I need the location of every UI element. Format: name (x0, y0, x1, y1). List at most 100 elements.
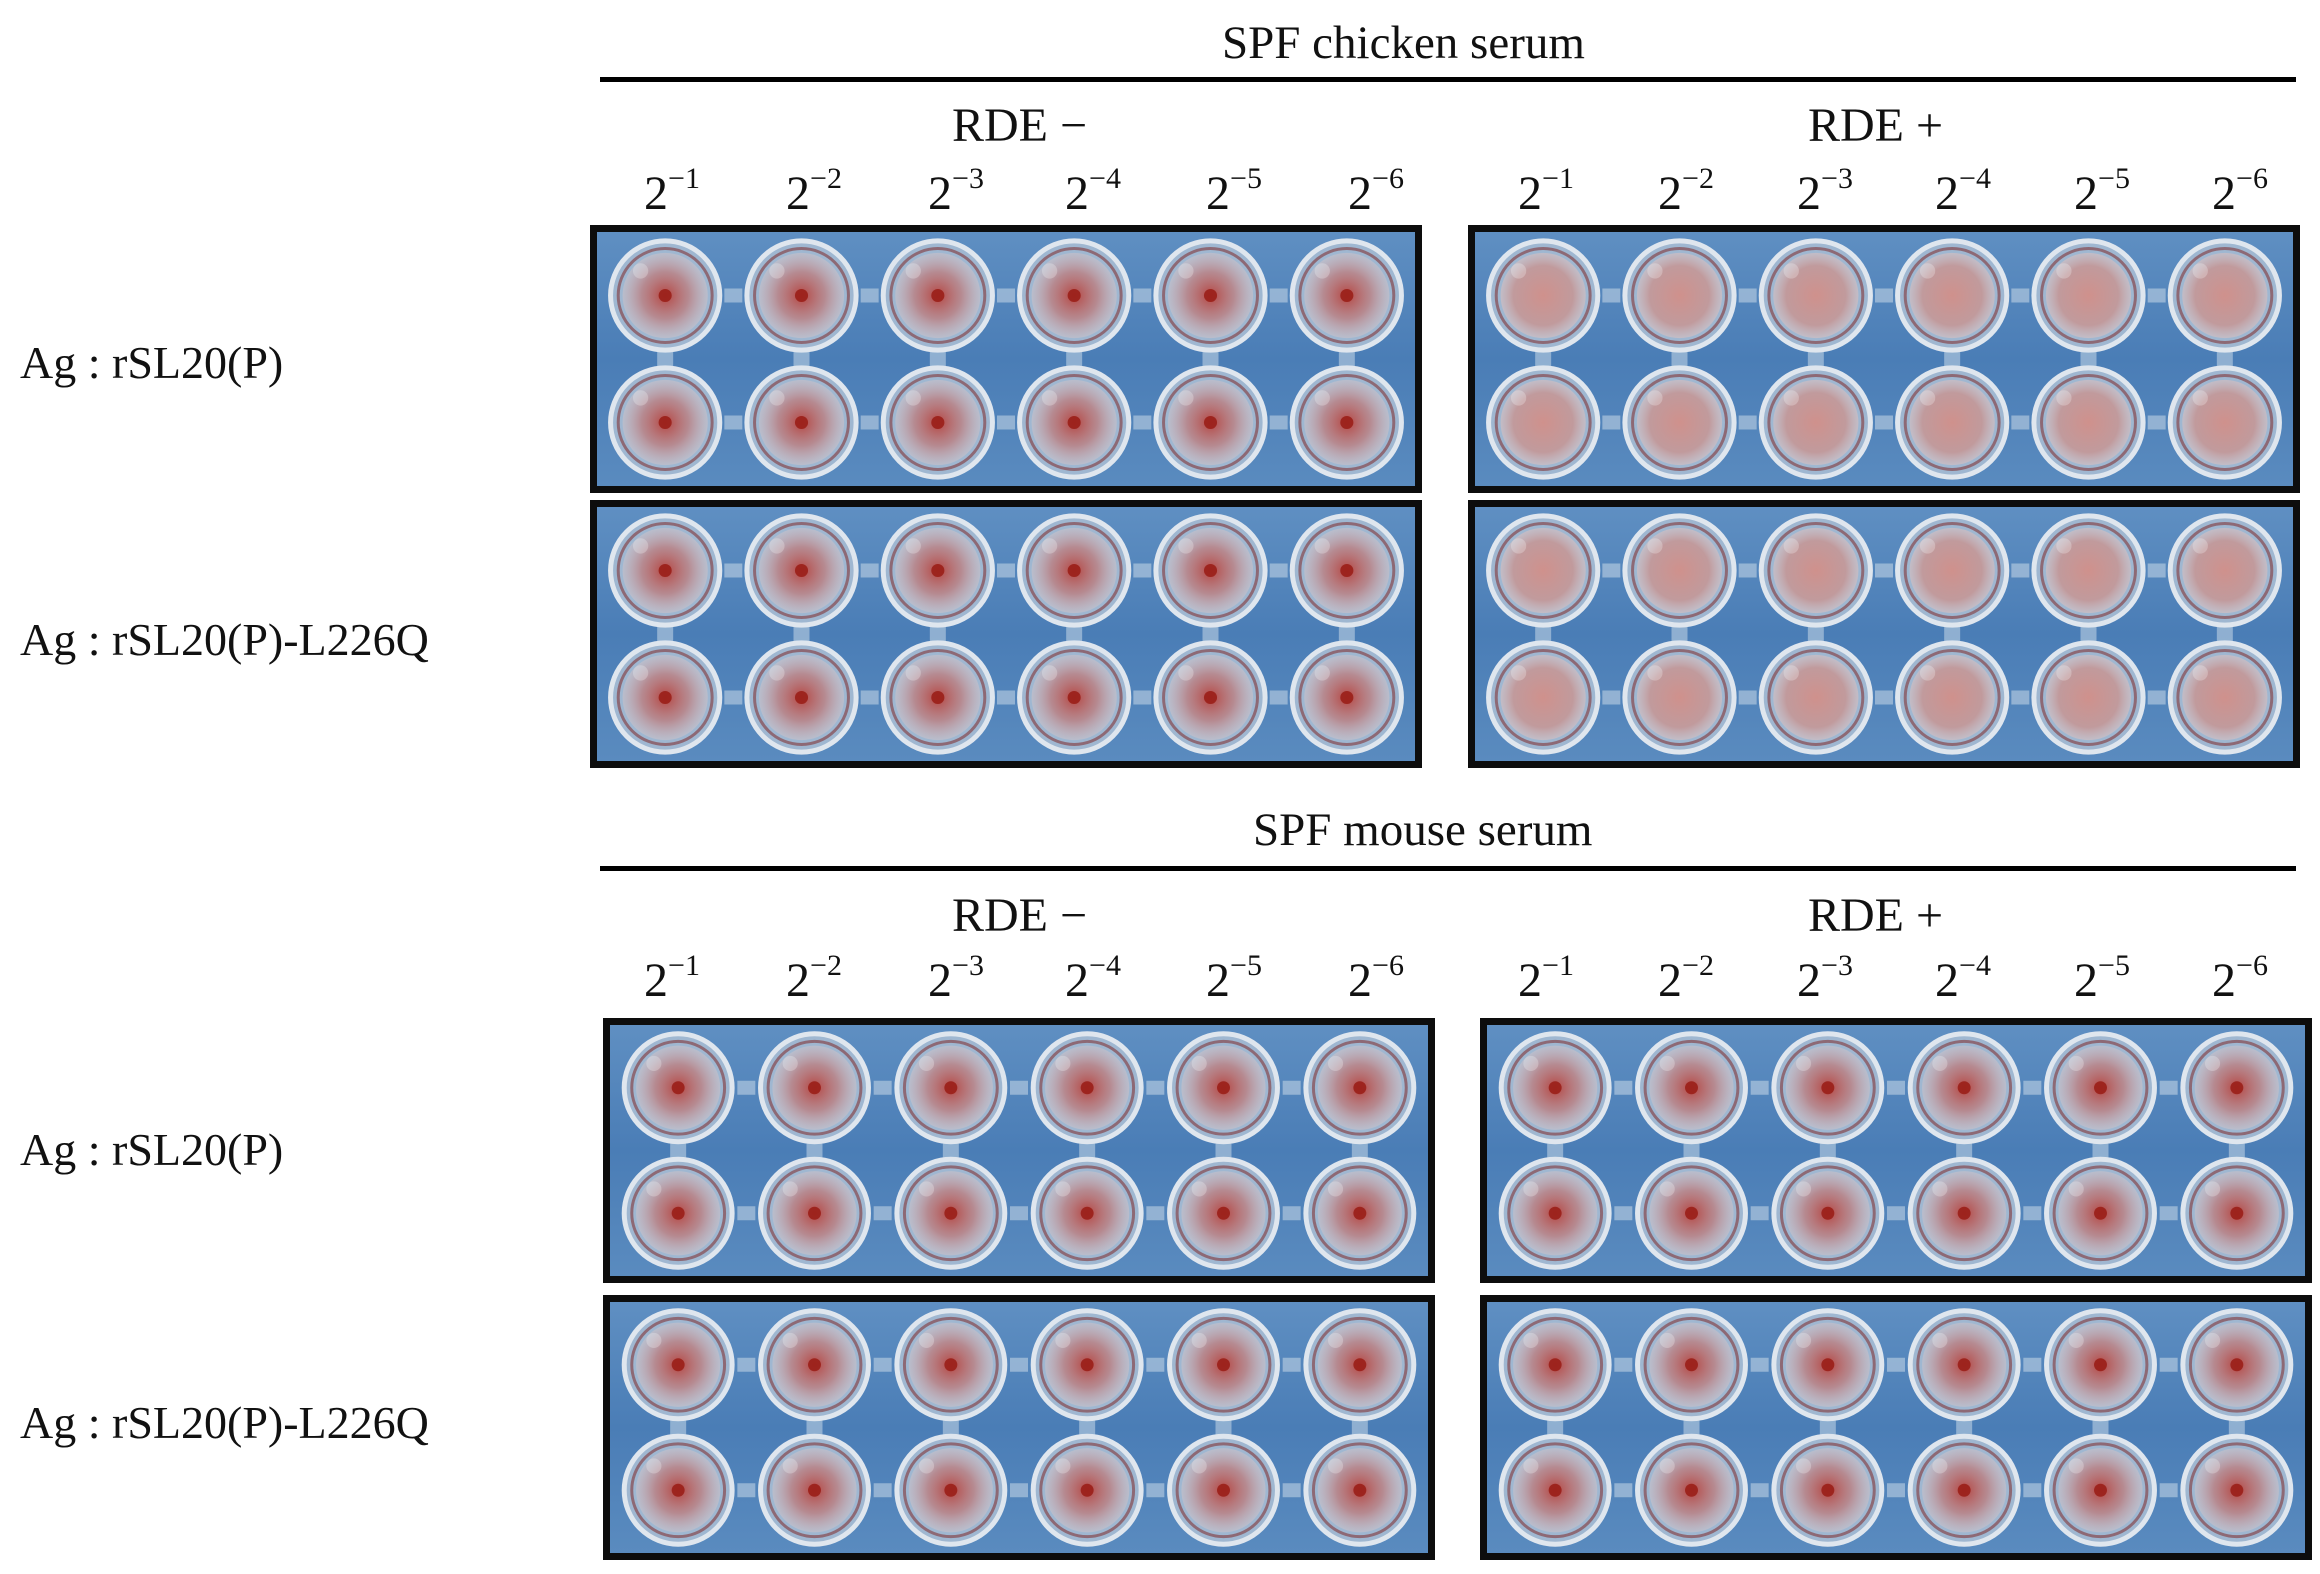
dilution-label: 2−2 (786, 949, 842, 1007)
section-title-mouse: SPF mouse serum (1253, 804, 1593, 856)
plate-well (758, 1433, 871, 1547)
plate-well (894, 1433, 1008, 1547)
plate-well (744, 513, 859, 628)
plate-well (1758, 238, 1873, 353)
plate-well (608, 365, 723, 480)
dilution-label: 2−4 (1065, 949, 1121, 1007)
plate-wells (1486, 238, 2282, 480)
plate-well (1289, 238, 1404, 353)
dilution-label: 2−4 (1935, 162, 1991, 220)
plate-well (1622, 365, 1737, 480)
dilution-label: 2−6 (1348, 162, 1404, 220)
plate-well (894, 1156, 1008, 1270)
plate-well (880, 640, 995, 755)
plate-well (1017, 365, 1132, 480)
plate-well (1622, 640, 1737, 755)
plate-well (1771, 1031, 1885, 1145)
plate-well (2167, 640, 2282, 755)
dilution-label: 2−1 (1518, 162, 1574, 220)
plate-well (1030, 1156, 1144, 1270)
plate-well (1303, 1031, 1417, 1145)
plate-well (1017, 513, 1132, 628)
plate-well (1486, 238, 1601, 353)
plate-well (1771, 1308, 1885, 1422)
plate-wells (1498, 1031, 2294, 1270)
plate-well (1895, 365, 2010, 480)
dilution-label: 2−5 (1206, 949, 1262, 1007)
row-label-antigen-rsl20p-chicken: Ag : rSL20(P) (20, 337, 284, 388)
plate-well (1622, 238, 1737, 353)
plate-well (1017, 640, 1132, 755)
plate-well (758, 1308, 871, 1422)
dilution-label: 2−2 (1658, 949, 1714, 1007)
plate-well (1635, 1156, 1748, 1270)
plate-well (1153, 365, 1268, 480)
plate-well (758, 1031, 871, 1145)
plate-well (744, 238, 859, 353)
dilution-label: 2−5 (1206, 162, 1262, 220)
plate-well (1895, 238, 2010, 353)
plate-panel (1480, 1018, 2312, 1283)
dilution-label: 2−1 (1518, 949, 1574, 1007)
plate-well (2031, 640, 2146, 755)
plate-well (1167, 1433, 1280, 1547)
plate-well (1758, 640, 1873, 755)
plate-well (1030, 1433, 1144, 1547)
plate-panel (603, 1018, 1435, 1283)
plate-well (2031, 513, 2146, 628)
plate-well (1486, 640, 1601, 755)
plate-well (880, 365, 995, 480)
plate-panel (1468, 225, 2300, 493)
dilution-label: 2−6 (1348, 949, 1404, 1007)
plate-well (1895, 640, 2010, 755)
row-label-antigen-l226q-mouse: Ag : rSL20(P)-L226Q (20, 1397, 429, 1448)
plate-well (1907, 1308, 2021, 1422)
plate-well (1907, 1031, 2021, 1145)
plate-well (621, 1031, 735, 1145)
plate-well (1303, 1433, 1417, 1547)
plate-well (2044, 1031, 2157, 1145)
plate-well (1771, 1156, 1885, 1270)
plate-well (621, 1308, 735, 1422)
section-title-chicken: SPF chicken serum (1222, 17, 1585, 69)
group-label-rde-minus-mouse: RDE − (952, 889, 1088, 942)
plate-well (758, 1156, 871, 1270)
dilution-label: 2−6 (2212, 949, 2268, 1007)
plate-well (2180, 1156, 2294, 1270)
plate-well (2167, 513, 2282, 628)
plate-well (894, 1031, 1008, 1145)
plate-well (1758, 365, 1873, 480)
plate-panel (590, 500, 1422, 768)
plate-wells (1486, 513, 2282, 755)
dilution-label: 2−1 (644, 162, 700, 220)
plate-well (1153, 640, 1268, 755)
plate-well (1907, 1156, 2021, 1270)
plate-well (1289, 640, 1404, 755)
plate-well (1030, 1308, 1144, 1422)
plate-well (1635, 1433, 1748, 1547)
plate-well (1498, 1308, 1612, 1422)
plate-well (2031, 365, 2146, 480)
plate-well (1153, 238, 1268, 353)
row-label-antigen-l226q-chicken: Ag : rSL20(P)-L226Q (20, 614, 429, 665)
dilution-label: 2−3 (928, 949, 984, 1007)
plate-well (880, 513, 995, 628)
plate-well (1289, 513, 1404, 628)
plate-well (2180, 1308, 2294, 1422)
plate-well (1303, 1156, 1417, 1270)
plate-well (894, 1308, 1008, 1422)
plate-well (1498, 1433, 1612, 1547)
plate-well (2044, 1433, 2157, 1547)
dilution-label: 2−3 (1797, 162, 1853, 220)
plate-well (2044, 1308, 2157, 1422)
plate-well (1635, 1308, 1748, 1422)
plate-well (744, 365, 859, 480)
plate-well (2031, 238, 2146, 353)
dilution-label: 2−3 (1797, 949, 1853, 1007)
plate-well (608, 640, 723, 755)
plate-well (1907, 1433, 2021, 1547)
plate-well (744, 640, 859, 755)
dilution-label: 2−2 (1658, 162, 1714, 220)
plate-well (1498, 1156, 1612, 1270)
plate-well (1635, 1031, 1748, 1145)
